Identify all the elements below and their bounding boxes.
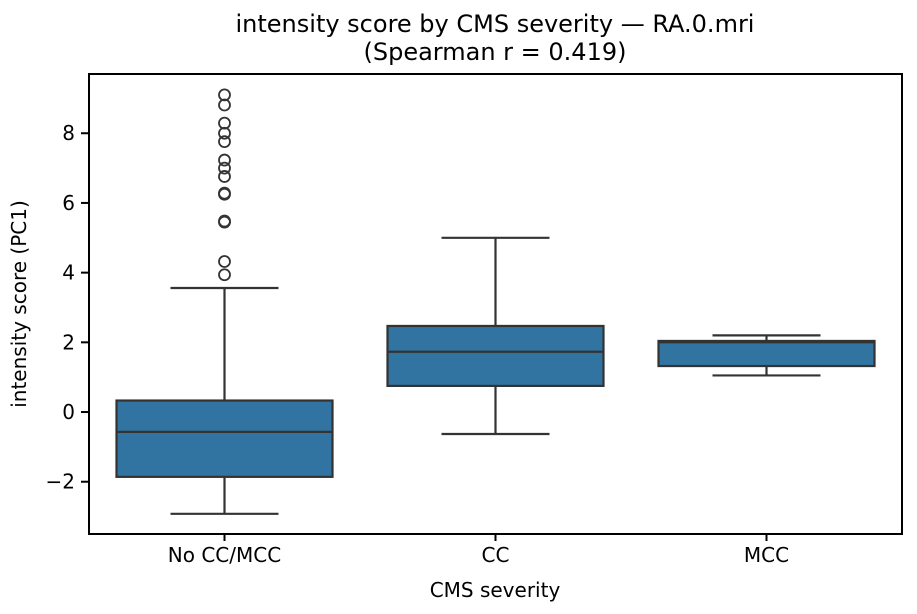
- x-tick-label: No CC/MCC: [168, 543, 281, 567]
- y-tick-label: 6: [62, 191, 75, 215]
- axes-layer: −2 0 2 4 6 8 No CC/MCC CC MCC: [46, 73, 903, 567]
- outlier-point: [218, 255, 231, 268]
- y-tick-label: −2: [46, 470, 75, 494]
- y-tick-label: 2: [62, 330, 75, 354]
- y-tick-label: 8: [62, 121, 75, 145]
- y-tick-label: 4: [62, 261, 75, 285]
- outlier-point: [218, 116, 231, 130]
- x-axis-label: CMS severity: [430, 578, 561, 602]
- y-axis-label: intensity score (PC1): [7, 200, 31, 408]
- outlier-point: [218, 88, 231, 102]
- box-series: [115, 88, 876, 515]
- outlier-point: [218, 161, 231, 175]
- box-group-no-cc-mcc: [115, 88, 334, 515]
- iqr-box: [657, 339, 876, 368]
- outlier-point: [218, 170, 231, 183]
- box-group-mcc: [657, 334, 876, 377]
- iqr-box: [115, 399, 334, 478]
- chart-subtitle: (Spearman r = 0.419): [364, 38, 627, 66]
- outlier-point: [218, 214, 231, 228]
- outlier-point: [218, 153, 231, 167]
- x-tick-label: MCC: [744, 543, 789, 567]
- iqr-box: [386, 324, 605, 387]
- chart-title: intensity score by CMS severity — RA.0.m…: [236, 10, 755, 38]
- outlier-point: [218, 268, 231, 282]
- outlier-point: [218, 186, 231, 200]
- outlier-point: [218, 135, 231, 149]
- y-tick-label: 0: [62, 400, 75, 424]
- x-tick-label: CC: [482, 543, 510, 567]
- box-group-cc: [386, 236, 605, 436]
